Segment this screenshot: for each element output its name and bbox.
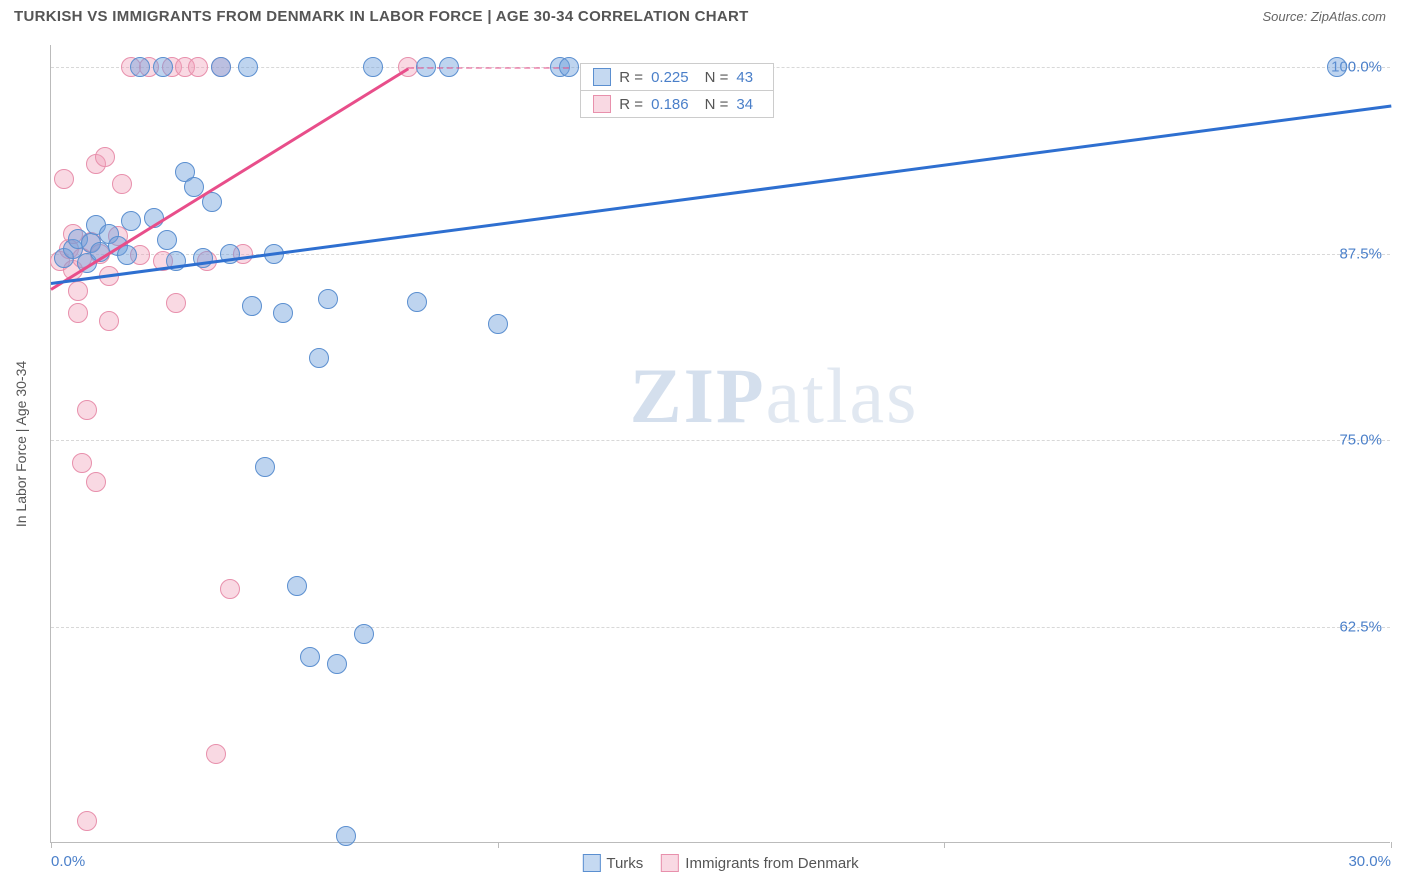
scatter-point-turks xyxy=(121,211,141,231)
scatter-point-turks xyxy=(354,624,374,644)
scatter-point-denmark xyxy=(95,147,115,167)
xtick-mark xyxy=(944,842,945,848)
xtick-mark xyxy=(498,842,499,848)
scatter-point-denmark xyxy=(77,811,97,831)
xtick-label: 0.0% xyxy=(51,853,85,870)
legend-bottom: Turks Immigrants from Denmark xyxy=(582,854,858,872)
ytick-label: 62.5% xyxy=(1339,618,1382,635)
scatter-point-turks xyxy=(327,654,347,674)
legend-denmark-label: Immigrants from Denmark xyxy=(685,855,858,872)
xtick-mark xyxy=(1391,842,1392,848)
scatter-point-denmark xyxy=(54,169,74,189)
r-label: R = xyxy=(619,69,643,86)
scatter-point-denmark xyxy=(77,400,97,420)
scatter-point-denmark xyxy=(86,472,106,492)
scatter-point-denmark xyxy=(72,453,92,473)
legend-item-turks: Turks xyxy=(582,854,643,872)
ytick-label: 87.5% xyxy=(1339,245,1382,262)
scatter-point-denmark xyxy=(68,281,88,301)
n-label: N = xyxy=(705,96,729,113)
swatch-blue-icon xyxy=(582,854,600,872)
scatter-point-turks xyxy=(309,348,329,368)
scatter-point-turks xyxy=(318,289,338,309)
chart-header: TURKISH VS IMMIGRANTS FROM DENMARK IN LA… xyxy=(0,0,1406,29)
gridline xyxy=(51,440,1390,441)
scatter-point-turks xyxy=(336,826,356,846)
scatter-point-turks xyxy=(488,314,508,334)
scatter-point-turks xyxy=(242,296,262,316)
scatter-point-turks xyxy=(211,57,231,77)
scatter-point-turks xyxy=(407,292,427,312)
scatter-point-denmark xyxy=(166,293,186,313)
scatter-point-denmark xyxy=(68,303,88,323)
r-value-denmark: 0.186 xyxy=(651,96,689,113)
scatter-point-denmark xyxy=(220,579,240,599)
scatter-point-turks xyxy=(1327,57,1347,77)
scatter-point-denmark xyxy=(99,311,119,331)
n-label: N = xyxy=(705,69,729,86)
r-value-turks: 0.225 xyxy=(651,69,689,86)
trendline-denmark-extrapolated xyxy=(408,67,569,69)
scatter-point-turks xyxy=(300,647,320,667)
source-attribution: Source: ZipAtlas.com xyxy=(1262,9,1386,24)
trendline-turks xyxy=(51,105,1391,285)
y-axis-label: In Labor Force | Age 30-34 xyxy=(13,360,29,526)
chart-title: TURKISH VS IMMIGRANTS FROM DENMARK IN LA… xyxy=(14,8,749,25)
scatter-point-turks xyxy=(363,57,383,77)
correlation-legend: R = 0.225 N = 43 R = 0.186 N = 34 xyxy=(580,63,774,118)
scatter-point-turks xyxy=(157,230,177,250)
scatter-point-denmark xyxy=(188,57,208,77)
scatter-point-denmark xyxy=(112,174,132,194)
watermark: ZIPatlas xyxy=(630,351,919,441)
scatter-chart: ZIPatlas In Labor Force | Age 30-34 Turk… xyxy=(50,45,1390,843)
swatch-blue-icon xyxy=(593,68,611,86)
n-value-denmark: 34 xyxy=(736,96,753,113)
scatter-point-turks xyxy=(238,57,258,77)
scatter-point-denmark xyxy=(206,744,226,764)
xtick-mark xyxy=(51,842,52,848)
n-value-turks: 43 xyxy=(736,69,753,86)
legend-item-denmark: Immigrants from Denmark xyxy=(661,854,858,872)
scatter-point-turks xyxy=(153,57,173,77)
scatter-point-turks xyxy=(255,457,275,477)
legend-row-denmark: R = 0.186 N = 34 xyxy=(581,91,773,117)
ytick-label: 75.0% xyxy=(1339,432,1382,449)
r-label: R = xyxy=(619,96,643,113)
gridline xyxy=(51,627,1390,628)
scatter-point-turks xyxy=(273,303,293,323)
swatch-pink-icon xyxy=(661,854,679,872)
swatch-pink-icon xyxy=(593,95,611,113)
scatter-point-turks xyxy=(130,57,150,77)
legend-turks-label: Turks xyxy=(606,855,643,872)
legend-row-turks: R = 0.225 N = 43 xyxy=(581,64,773,91)
scatter-point-turks xyxy=(287,576,307,596)
xtick-label: 30.0% xyxy=(1348,853,1391,870)
